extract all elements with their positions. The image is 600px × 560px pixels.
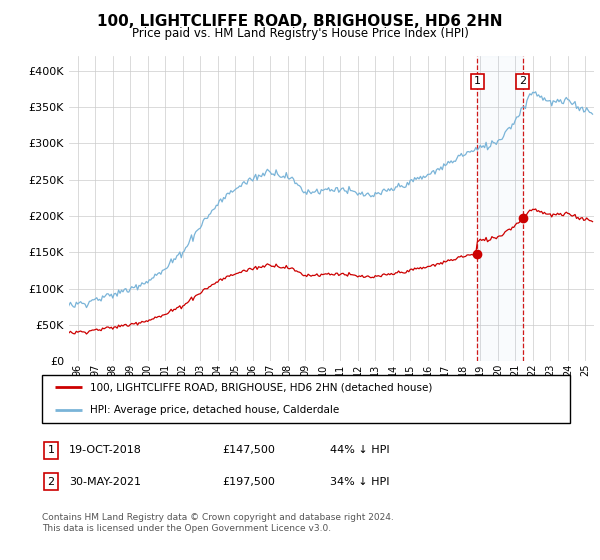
Text: 34% ↓ HPI: 34% ↓ HPI [330, 477, 389, 487]
Text: £197,500: £197,500 [222, 477, 275, 487]
Text: £147,500: £147,500 [222, 445, 275, 455]
Text: Price paid vs. HM Land Registry's House Price Index (HPI): Price paid vs. HM Land Registry's House … [131, 27, 469, 40]
Text: 44% ↓ HPI: 44% ↓ HPI [330, 445, 389, 455]
Text: Contains HM Land Registry data © Crown copyright and database right 2024.: Contains HM Land Registry data © Crown c… [42, 513, 394, 522]
Bar [477, 56, 523, 361]
Text: 2: 2 [47, 477, 55, 487]
Text: 30-MAY-2021: 30-MAY-2021 [69, 477, 141, 487]
Text: 1: 1 [47, 445, 55, 455]
Text: This data is licensed under the Open Government Licence v3.0.: This data is licensed under the Open Gov… [42, 524, 331, 533]
Text: 100, LIGHTCLIFFE ROAD, BRIGHOUSE, HD6 2HN: 100, LIGHTCLIFFE ROAD, BRIGHOUSE, HD6 2H… [97, 14, 503, 29]
Text: 1: 1 [474, 76, 481, 86]
Text: HPI: Average price, detached house, Calderdale: HPI: Average price, detached house, Cald… [89, 405, 339, 415]
Text: 19-OCT-2018: 19-OCT-2018 [69, 445, 142, 455]
Text: 2: 2 [519, 76, 526, 86]
Text: 100, LIGHTCLIFFE ROAD, BRIGHOUSE, HD6 2HN (detached house): 100, LIGHTCLIFFE ROAD, BRIGHOUSE, HD6 2H… [89, 382, 432, 392]
FancyBboxPatch shape [42, 375, 570, 423]
